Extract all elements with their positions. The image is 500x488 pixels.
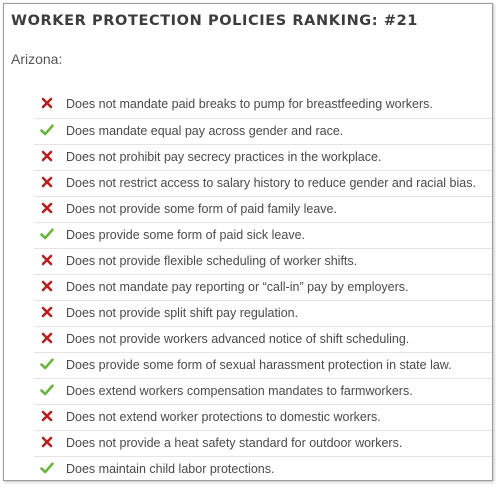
check-icon <box>40 384 54 396</box>
policy-row: Does not provide split shift pay regulat… <box>34 300 492 326</box>
check-icon <box>40 124 54 136</box>
policy-row: Does mandate equal pay across gender and… <box>34 118 492 144</box>
policy-text: Does not mandate pay reporting or “call-… <box>66 280 409 294</box>
policy-text: Does provide some form of paid sick leav… <box>66 228 305 242</box>
policy-text: Does not prohibit pay secrecy practices … <box>66 150 382 164</box>
policy-row: Does not provide some form of paid famil… <box>34 196 492 222</box>
policy-row: Does provide some form of paid sick leav… <box>34 222 492 248</box>
policy-text: Does not extend worker protections to do… <box>66 410 381 424</box>
policy-text: Does not restrict access to salary histo… <box>66 176 476 190</box>
state-label: Arizona: <box>11 51 63 67</box>
cross-icon <box>41 332 53 344</box>
policy-text: Does maintain child labor protections. <box>66 462 275 476</box>
check-icon <box>40 228 54 240</box>
cross-icon <box>41 202 53 214</box>
policy-row: Does not provide a heat safety standard … <box>34 430 492 456</box>
policy-row: Does provide some form of sexual harassm… <box>34 352 492 378</box>
policy-text: Does not provide a heat safety standard … <box>66 436 403 450</box>
check-icon <box>40 358 54 370</box>
cross-icon <box>41 254 53 266</box>
cross-icon <box>41 410 53 422</box>
policy-row: Does not provide flexible scheduling of … <box>34 248 492 274</box>
cross-icon <box>41 306 53 318</box>
policy-text: Does not provide some form of paid famil… <box>66 202 337 216</box>
policy-text: Does mandate equal pay across gender and… <box>66 124 344 138</box>
policy-text: Does not provide split shift pay regulat… <box>66 306 299 320</box>
policy-row: Does not mandate paid breaks to pump for… <box>34 92 492 118</box>
policy-text: Does extend workers compensation mandate… <box>66 384 413 398</box>
cross-icon <box>41 280 53 292</box>
policy-row: Does not prohibit pay secrecy practices … <box>34 144 492 170</box>
policy-row: Does extend workers compensation mandate… <box>34 378 492 404</box>
policy-list: Does not mandate paid breaks to pump for… <box>34 92 492 482</box>
check-icon <box>40 462 54 474</box>
policy-text: Does not provide flexible scheduling of … <box>66 254 358 268</box>
policy-row: Does maintain child labor protections. <box>34 456 492 482</box>
policy-row: Does not restrict access to salary histo… <box>34 170 492 196</box>
policy-row: Does not extend worker protections to do… <box>34 404 492 430</box>
policy-text: Does provide some form of sexual harassm… <box>66 358 452 372</box>
policy-row: Does not mandate pay reporting or “call-… <box>34 274 492 300</box>
policy-text: Does not provide workers advanced notice… <box>66 332 410 346</box>
cross-icon <box>41 150 53 162</box>
cross-icon <box>41 176 53 188</box>
page-title: WORKER PROTECTION POLICIES RANKING: #21 <box>11 13 418 29</box>
policy-text: Does not mandate paid breaks to pump for… <box>66 97 433 111</box>
ranking-card: WORKER PROTECTION POLICIES RANKING: #21 … <box>3 3 493 481</box>
policy-row: Does not provide workers advanced notice… <box>34 326 492 352</box>
cross-icon <box>41 436 53 448</box>
cross-icon <box>41 97 53 109</box>
